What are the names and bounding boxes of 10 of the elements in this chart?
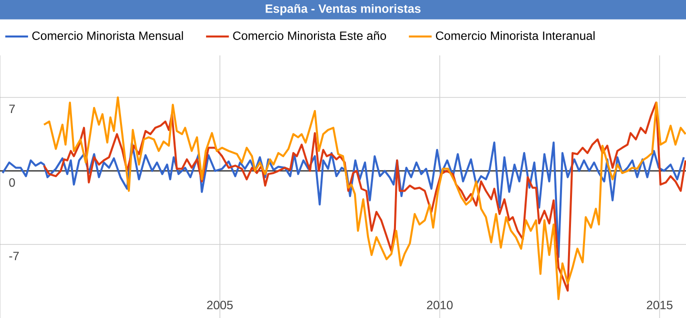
legend-label: Comercio Minorista Este año xyxy=(233,31,386,40)
y-tick-label: 7 xyxy=(9,104,15,113)
x-tick-label: 2015 xyxy=(646,300,672,310)
y-tick-label: -7 xyxy=(9,252,19,260)
x-tick-label: 2010 xyxy=(427,300,453,310)
y-tick-label: 0 xyxy=(9,178,15,187)
x-tick-label: 2005 xyxy=(207,300,233,310)
legend-label: Comercio Minorista Mensual xyxy=(32,31,183,40)
legend-label: Comercio Minorista Interanual xyxy=(436,31,595,40)
chart-title: España - Ventas minoristas xyxy=(266,4,421,16)
